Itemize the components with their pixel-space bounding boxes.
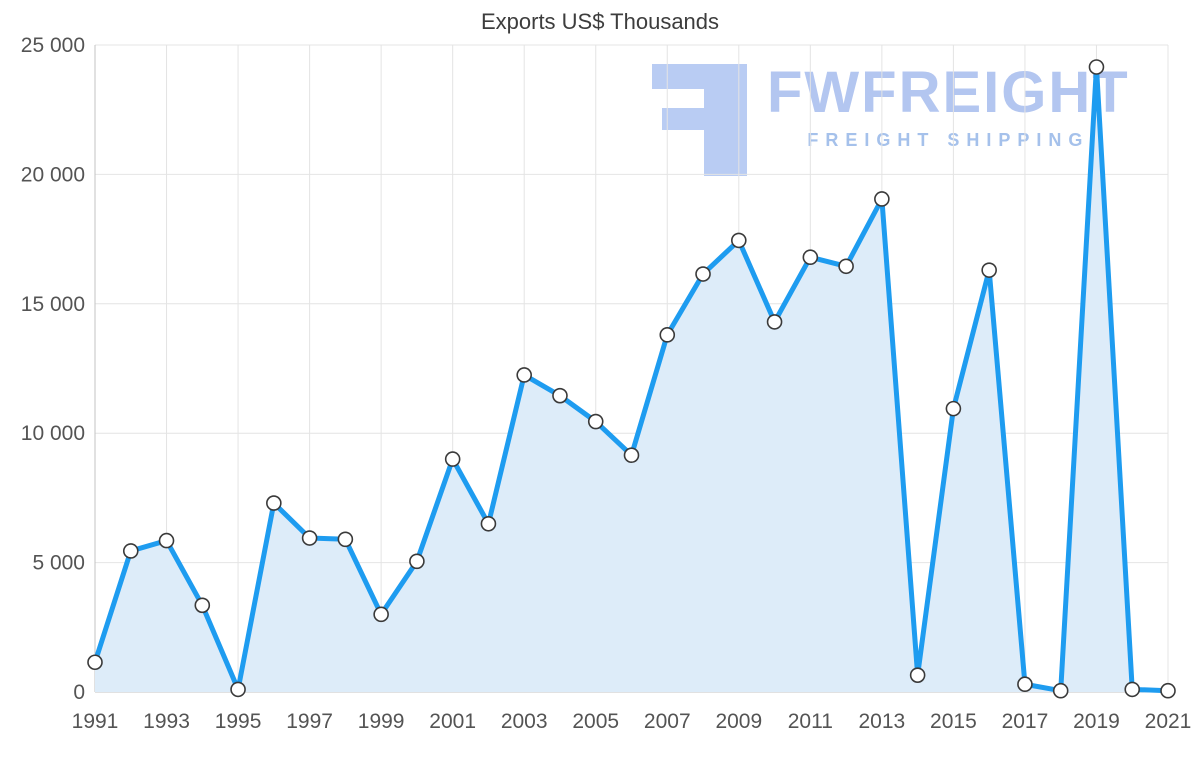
x-tick-label: 1995 — [215, 710, 262, 733]
x-tick-label: 2003 — [501, 710, 548, 733]
data-point-marker — [373, 606, 389, 623]
x-tick-label: 1999 — [358, 710, 405, 733]
data-point-marker — [1124, 681, 1141, 698]
data-point-marker — [266, 495, 282, 511]
x-tick-label: 2005 — [572, 710, 619, 733]
data-point-marker — [158, 532, 175, 549]
data-point-marker — [87, 654, 103, 671]
x-tick-label: 2001 — [429, 710, 476, 733]
x-tick-label: 2021 — [1145, 710, 1192, 733]
watermark-brand: FWFREIGHT — [767, 60, 1130, 125]
y-tick-label: 25 000 — [21, 34, 85, 57]
x-tick-label: 1997 — [286, 710, 333, 733]
y-tick-label: 10 000 — [21, 422, 85, 445]
y-tick-label: 20 000 — [21, 163, 85, 186]
data-point-marker — [659, 327, 676, 343]
data-point-marker — [444, 451, 461, 467]
data-point-marker — [838, 258, 854, 275]
watermark-tagline: FREIGHT SHIPPING — [807, 130, 1090, 150]
watermark: FWFREIGHT FREIGHT SHIPPING — [652, 64, 1130, 176]
chart-title: Exports US$ Thousands — [480, 9, 720, 34]
data-point-marker — [874, 191, 890, 207]
x-tick-label: 2019 — [1073, 710, 1120, 733]
data-point-marker — [516, 367, 533, 383]
data-point-marker — [1160, 682, 1176, 699]
data-point-marker — [730, 232, 747, 249]
x-tick-label: 2009 — [715, 710, 762, 733]
data-point-marker — [1052, 682, 1069, 699]
fwfreight-logo-icon — [652, 64, 747, 176]
x-tick-label: 1993 — [143, 710, 190, 733]
data-point-marker — [230, 681, 246, 698]
data-point-marker — [122, 543, 139, 559]
y-tick-label: 0 — [73, 681, 85, 704]
data-point-marker — [623, 447, 640, 463]
x-tick-label: 2017 — [1002, 710, 1049, 733]
data-point-marker — [695, 266, 711, 282]
y-tick-label: 15 000 — [21, 293, 85, 316]
data-point-marker — [909, 667, 926, 683]
x-tick-label: 1991 — [72, 710, 119, 733]
data-point-marker — [766, 314, 783, 330]
data-point-marker — [1017, 676, 1033, 693]
data-point-marker — [587, 413, 604, 430]
x-tick-label: 2015 — [930, 710, 977, 733]
x-tick-label: 2013 — [859, 710, 906, 733]
data-point-marker — [981, 262, 997, 278]
data-point-marker — [337, 531, 354, 548]
data-point-marker — [945, 400, 962, 417]
y-tick-label: 5 000 — [32, 552, 85, 575]
data-point-marker — [480, 515, 497, 532]
data-point-marker — [552, 387, 568, 404]
data-point-marker — [301, 530, 318, 546]
data-point-marker — [409, 553, 425, 570]
data-point-marker — [194, 597, 211, 614]
data-point-marker — [1088, 59, 1105, 75]
x-tick-label: 2007 — [644, 710, 691, 733]
watermark-text: FWFREIGHT FREIGHT SHIPPING — [767, 64, 1130, 151]
series-area-fill — [95, 66, 1168, 693]
data-point-marker — [802, 249, 819, 266]
x-tick-label: 2011 — [788, 710, 833, 733]
